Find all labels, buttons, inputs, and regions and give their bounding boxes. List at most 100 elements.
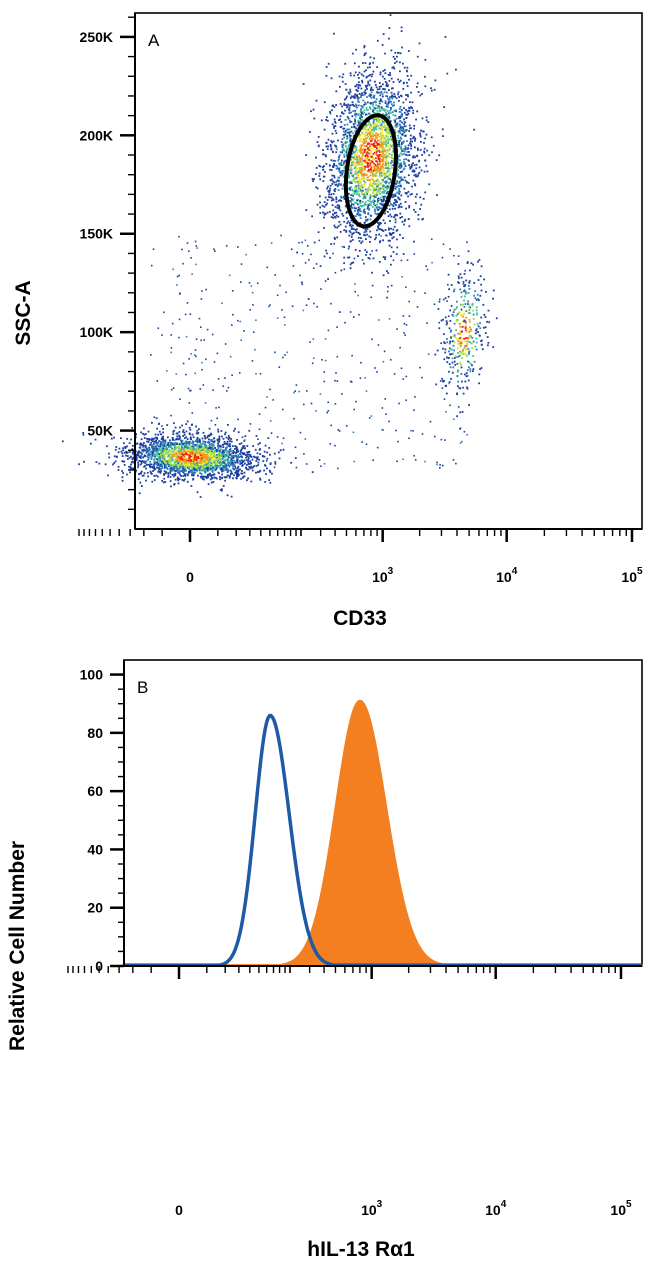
scatter-point [193, 460, 195, 463]
scatter-point [411, 193, 413, 195]
scatter-point [205, 450, 207, 453]
scatter-point [365, 160, 368, 163]
scatter-point [349, 188, 351, 191]
scatter-point [180, 461, 182, 464]
scatter-point [228, 451, 231, 454]
scatter-point [379, 164, 381, 167]
scatter-point [241, 472, 244, 475]
scatter-point [225, 442, 227, 445]
scatter-point [359, 233, 361, 236]
scatter-point [150, 450, 152, 453]
scatter-point [370, 150, 373, 152]
scatter-point [146, 440, 148, 443]
scatter-point [340, 195, 342, 198]
scatter-point [181, 460, 184, 462]
scatter-point [233, 454, 236, 457]
scatter-point [365, 124, 368, 126]
scatter-point [347, 108, 350, 111]
scatter-point [452, 314, 455, 317]
scatter-point [368, 257, 371, 260]
scatter-point [182, 470, 185, 472]
scatter-point [392, 147, 395, 150]
scatter-point [368, 169, 370, 172]
scatter-point [224, 479, 226, 482]
scatter-point [368, 63, 371, 65]
scatter-point [390, 135, 392, 138]
scatter-point [396, 191, 399, 194]
scatter-point [204, 460, 207, 463]
scatter-point [232, 450, 235, 452]
scatter-point [403, 111, 406, 114]
scatter-point [207, 475, 209, 478]
scatter-point [414, 211, 417, 213]
scatter-point [393, 104, 395, 107]
scatter-point [372, 257, 375, 260]
scatter-point [263, 450, 266, 453]
scatter-point [379, 109, 382, 112]
scatter-point [364, 188, 367, 191]
scatter-point [464, 353, 467, 355]
scatter-point [226, 454, 229, 456]
scatter-point [313, 178, 315, 180]
scatter-point [235, 446, 238, 449]
scatter-point [404, 145, 407, 148]
scatter-point [417, 173, 420, 175]
scatter-point [202, 476, 205, 479]
scatter-point [354, 249, 357, 251]
scatter-point [387, 97, 389, 100]
scatter-point [423, 150, 425, 153]
scatter-point [331, 204, 334, 207]
scatter-point [434, 353, 437, 356]
scatter-point [322, 166, 324, 169]
scatter-point [373, 111, 375, 114]
scatter-point [174, 455, 177, 457]
scatter-point [444, 316, 447, 319]
scatter-point [362, 190, 364, 192]
scatter-point [357, 187, 360, 190]
scatter-point [410, 143, 412, 146]
scatter-point [401, 126, 404, 129]
scatter-point [406, 114, 409, 116]
scatter-point [464, 327, 467, 329]
scatter-point [231, 460, 233, 463]
scatter-point [164, 472, 167, 475]
scatter-point [167, 462, 169, 465]
scatter-point [370, 143, 373, 146]
scatter-point [324, 171, 326, 173]
scatter-point [376, 39, 379, 42]
scatter-point [390, 157, 393, 159]
scatter-point [188, 457, 190, 460]
scatter-point [246, 468, 248, 471]
scatter-point [153, 454, 156, 457]
scatter-point [359, 181, 362, 184]
scatter-point [196, 470, 199, 472]
scatter-point [383, 149, 386, 151]
scatter-point [374, 138, 376, 140]
scatter-point [149, 444, 151, 446]
scatter-point [421, 117, 424, 120]
scatter-point [370, 139, 373, 142]
scatter-point [391, 154, 393, 156]
scatter-point [372, 179, 374, 181]
scatter-point [204, 443, 206, 445]
scatter-point [259, 477, 261, 480]
scatter-point [374, 164, 377, 166]
scatter-point [195, 455, 198, 458]
scatter-point [212, 466, 215, 469]
scatter-point [214, 459, 217, 462]
scatter-point [350, 172, 353, 175]
scatter-point [190, 468, 193, 471]
scatter-point [176, 460, 178, 462]
scatter-point [176, 454, 179, 456]
scatter-point [357, 236, 360, 239]
scatter-point [212, 468, 214, 471]
scatter-point [266, 451, 269, 454]
scatter-point [389, 14, 392, 16]
scatter-point [382, 137, 385, 139]
scatter-point [150, 444, 153, 446]
scatter-point [217, 450, 220, 453]
scatter-point [354, 145, 357, 148]
scatter-point [400, 26, 403, 29]
scatter-point [157, 452, 159, 454]
scatter-point [354, 165, 357, 168]
